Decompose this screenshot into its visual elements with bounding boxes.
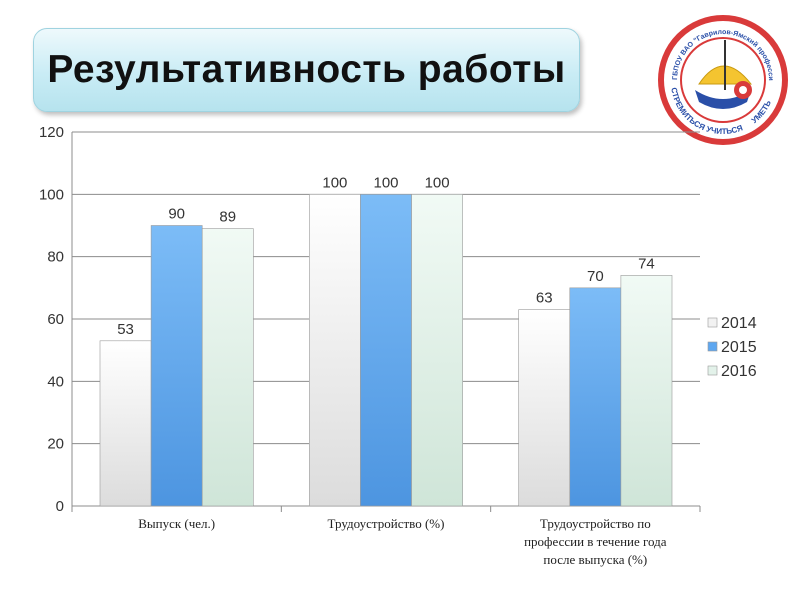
bar-2016-2 — [620, 275, 673, 507]
bar-2016-0 — [201, 228, 254, 507]
category-label: Трудоустройство по — [540, 516, 651, 531]
bar-2015-1 — [360, 194, 412, 507]
data-label: 89 — [219, 209, 236, 226]
data-label: 53 — [117, 321, 134, 338]
category-label: профессии в течение года — [524, 534, 667, 549]
data-label: 100 — [322, 174, 347, 191]
y-tick-label: 40 — [47, 373, 64, 390]
logo-motto-2: УЧИТЬСЯ — [705, 123, 744, 136]
y-tick-label: 80 — [47, 249, 64, 266]
data-label: 70 — [587, 268, 604, 285]
data-label: 74 — [638, 255, 655, 272]
bar-2014-2 — [518, 309, 571, 507]
y-tick-label: 0 — [56, 498, 64, 515]
y-tick-label: 120 — [39, 124, 64, 141]
bar-chart: 0 20 40 60 80 100 120 53 100 63 90 100 70 89 100 74 Выпу… — [39, 124, 757, 567]
bar-2014-1 — [309, 194, 361, 507]
college-logo: ГБПОУ ВАО "Гаврилов-Ямский профессиональ… — [655, 10, 788, 145]
bar-2015-0 — [150, 225, 203, 507]
data-label: 100 — [425, 174, 450, 191]
legend-swatch-2016 — [707, 365, 718, 376]
y-tick-label: 60 — [47, 311, 64, 328]
bar-2015-2 — [569, 287, 622, 507]
category-label: Выпуск (чел.) — [138, 516, 215, 531]
legend-swatch-2015 — [707, 341, 718, 352]
data-label: 90 — [168, 206, 185, 223]
bar-2016-1 — [411, 194, 463, 507]
legend-swatch-2014 — [707, 317, 718, 328]
page-title: Результативность работы — [47, 48, 566, 91]
category-label: Трудоустройство (%) — [328, 516, 445, 531]
y-tick-label: 20 — [47, 436, 64, 453]
y-tick-label: 100 — [39, 186, 64, 203]
legend-label: 2016 — [721, 363, 757, 380]
category-label: после выпуска (%) — [543, 552, 647, 567]
data-label: 100 — [373, 174, 398, 191]
legend-label: 2015 — [721, 339, 757, 356]
title-banner: Результативность работы — [33, 28, 580, 112]
bar-2014-0 — [99, 340, 152, 507]
data-label: 63 — [536, 290, 553, 307]
legend-label: 2014 — [721, 315, 757, 332]
svg-text:УЧИТЬСЯ: УЧИТЬСЯ — [705, 123, 744, 136]
